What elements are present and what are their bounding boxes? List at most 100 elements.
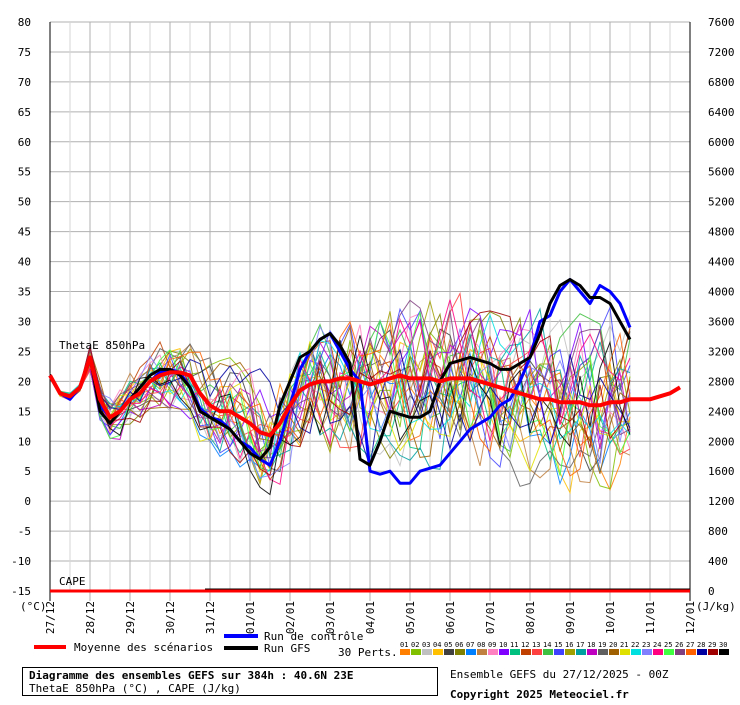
pert-legend-swatch [664, 649, 674, 655]
pert-legend-swatch [653, 649, 663, 655]
y-tick-left: 50 [18, 196, 31, 209]
perturbation-line-01 [49, 350, 631, 491]
chart-grid [49, 21, 691, 601]
y-tick-right: 4000 [708, 286, 735, 299]
y-tick-right: 2800 [708, 375, 735, 388]
pert-legend-swatch [576, 649, 586, 655]
pert-legend-id: 29 [708, 641, 716, 649]
pert-legend-swatch [631, 649, 641, 655]
pert-legend-id: 24 [653, 641, 661, 649]
pert-legend-id: 17 [576, 641, 584, 649]
perturbation-line-27 [49, 320, 631, 477]
y-tick-right: 400 [708, 555, 728, 568]
copyright: Copyright 2025 Meteociel.fr [450, 688, 629, 701]
x-tick-label: 29/12 [124, 601, 137, 634]
y-tick-left: 25 [18, 345, 31, 358]
pert-legend-swatch [697, 649, 707, 655]
y-tick-left: 5 [24, 465, 31, 478]
y-tick-left: 10 [18, 435, 31, 448]
x-tick-label: 12/01 [684, 601, 697, 634]
pert-legend-id: 18 [587, 641, 595, 649]
y-tick-left: 75 [18, 46, 31, 59]
y-tick-right: 2400 [708, 405, 735, 418]
x-tick-label: 11/01 [644, 601, 657, 634]
pert-legend-swatch [532, 649, 542, 655]
pert-legend-id: 25 [664, 641, 672, 649]
mean-line [48, 355, 682, 438]
pert-legend-swatch [411, 649, 421, 655]
x-tick-label: 10/01 [604, 601, 617, 634]
pert-legend-swatch [609, 649, 619, 655]
perturbation-line-23 [49, 325, 631, 479]
x-tick-label: 30/12 [164, 601, 177, 634]
y-left-unit: (°C) [20, 600, 47, 613]
perturbation-line-09 [49, 312, 631, 454]
y-tick-right: 6400 [708, 106, 735, 119]
y-tick-left: -10 [11, 555, 31, 568]
pert-legend-swatch [510, 649, 520, 655]
y-tick-left: -15 [11, 585, 31, 598]
info-box: Diagramme des ensembles GEFS sur 384h : … [22, 667, 438, 696]
y-tick-left: 30 [18, 315, 31, 328]
pert-legend-id: 21 [620, 641, 628, 649]
pert-legend-swatch [642, 649, 652, 655]
legend: Moyenne des scénarios Run de contrôle Ru… [34, 630, 729, 659]
pert-legend-swatch [422, 649, 432, 655]
chart-subtitle: ThetaE 850hPa (°C) , CAPE (J/kg) [29, 682, 241, 695]
y-tick-left: 45 [18, 226, 31, 239]
series-label: ThetaE 850hPa [59, 339, 145, 352]
y-tick-left: 35 [18, 286, 31, 299]
y-tick-right: 6800 [708, 76, 735, 89]
x-axis: 27/12 28/12 29/12 30/12 31/12 01/01 02/01 03/01… [44, 601, 697, 634]
x-tick-label: 04/01 [364, 601, 377, 634]
pert-legend-id: 16 [565, 641, 573, 649]
gfs-run-line [48, 278, 632, 467]
y-axis-right: 7600720068006400600056005200480044004000… [708, 16, 735, 598]
legend-gfs-label: Run GFS [264, 642, 310, 655]
y-tick-right: 5200 [708, 196, 735, 209]
perturbation-legend: 01 02 03 04 05 06 07 08 09 10 11 12 13 14 15 16 17 18 19 20… [400, 641, 729, 655]
pert-legend-id: 22 [631, 641, 639, 649]
pert-legend-id: 02 [411, 641, 419, 649]
cape-area [50, 588, 690, 593]
pert-legend-id: 07 [466, 641, 474, 649]
pert-legend-swatch [488, 649, 498, 655]
pert-legend-swatch [455, 649, 465, 655]
cape-label: CAPE [59, 575, 86, 588]
pert-legend-id: 23 [642, 641, 650, 649]
x-tick-label: 27/12 [44, 601, 57, 634]
pert-legend-swatch [598, 649, 608, 655]
pert-legend-swatch [499, 649, 509, 655]
run-info-block: Ensemble GEFS du 27/12/2025 - 00Z Copyri… [450, 665, 669, 705]
pert-legend-swatch [444, 649, 454, 655]
y-tick-right: 5600 [708, 166, 735, 179]
x-tick-label: 01/01 [244, 601, 257, 634]
pert-legend-id: 05 [444, 641, 452, 649]
x-tick-label: 05/01 [404, 601, 417, 634]
pert-legend-id: 04 [433, 641, 441, 649]
pert-legend-swatch [587, 649, 597, 655]
perturbation-line-16 [49, 299, 631, 486]
pert-legend-id: 14 [543, 641, 551, 649]
y-tick-left: 0 [24, 495, 31, 508]
y-tick-left: 80 [18, 16, 31, 29]
x-tick-label: 06/01 [444, 601, 457, 634]
legend-mean-label: Moyenne des scénarios [74, 641, 213, 654]
legend-perts-label: 30 Perts. [338, 646, 398, 659]
y-tick-right: 4400 [708, 256, 735, 269]
y-tick-left: 60 [18, 136, 31, 149]
pert-legend-id: 06 [455, 641, 463, 649]
pert-legend-swatch [708, 649, 718, 655]
pert-legend-swatch [620, 649, 630, 655]
y-tick-left: 55 [18, 166, 31, 179]
y-right-unit: (J/kg) [696, 600, 736, 613]
pert-legend-swatch [466, 649, 476, 655]
pert-legend-id: 30 [719, 641, 727, 649]
pert-legend-id: 08 [477, 641, 485, 649]
pert-legend-id: 10 [499, 641, 507, 649]
pert-legend-id: 12 [521, 641, 529, 649]
x-tick-label: 31/12 [204, 601, 217, 634]
x-tick-label: 09/01 [564, 601, 577, 634]
